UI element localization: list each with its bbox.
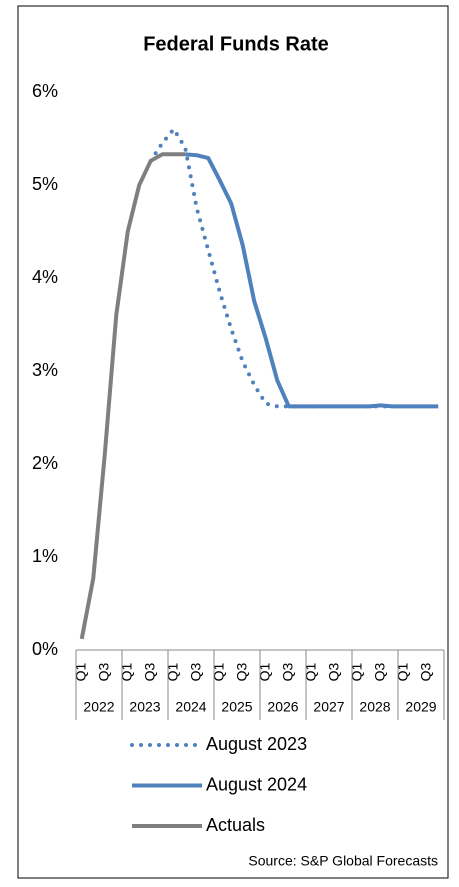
x-tick-label: Q3 [371,662,387,681]
x-group-label: 2029 [405,699,436,715]
y-tick-label: 3% [32,360,58,380]
x-tick-label: Q3 [95,662,111,681]
legend-label: August 2023 [206,734,307,754]
x-tick-label: Q3 [187,662,203,681]
x-group-label: 2022 [83,699,114,715]
x-tick-label: Q3 [279,662,295,681]
y-tick-label: 2% [32,453,58,473]
series-line [185,152,439,409]
x-tick-label: Q1 [164,662,180,681]
legend-label: Actuals [206,815,265,835]
y-tick-label: 4% [32,267,58,287]
y-tick-label: 6% [32,81,58,101]
x-tick-label: Q1 [118,662,134,681]
x-tick-label: Q1 [256,662,272,681]
series-line [79,152,186,640]
x-tick-label: Q1 [72,662,88,681]
x-group-label: 2025 [221,699,252,715]
y-tick-label: 1% [32,546,58,566]
x-tick-label: Q1 [210,662,226,681]
legend-label: August 2024 [206,774,307,794]
chart-title: Federal Funds Rate [143,33,329,55]
x-tick-label: Q1 [302,662,318,681]
x-group-label: 2023 [129,699,160,715]
x-tick-label: Q1 [394,662,410,681]
series-line [148,127,441,409]
x-tick-label: Q3 [325,662,341,681]
x-group-label: 2027 [313,699,344,715]
y-tick-label: 5% [32,174,58,194]
y-tick-label: 0% [32,639,58,659]
x-group-label: 2024 [175,699,206,715]
x-tick-label: Q3 [141,662,157,681]
chart-border [17,5,449,879]
x-tick-label: Q3 [233,662,249,681]
x-group-label: 2028 [359,699,390,715]
source-note: Source: S&P Global Forecasts [248,853,438,869]
x-group-label: 2026 [267,699,298,715]
x-tick-label: Q1 [348,662,364,681]
x-tick-label: Q3 [417,662,433,681]
